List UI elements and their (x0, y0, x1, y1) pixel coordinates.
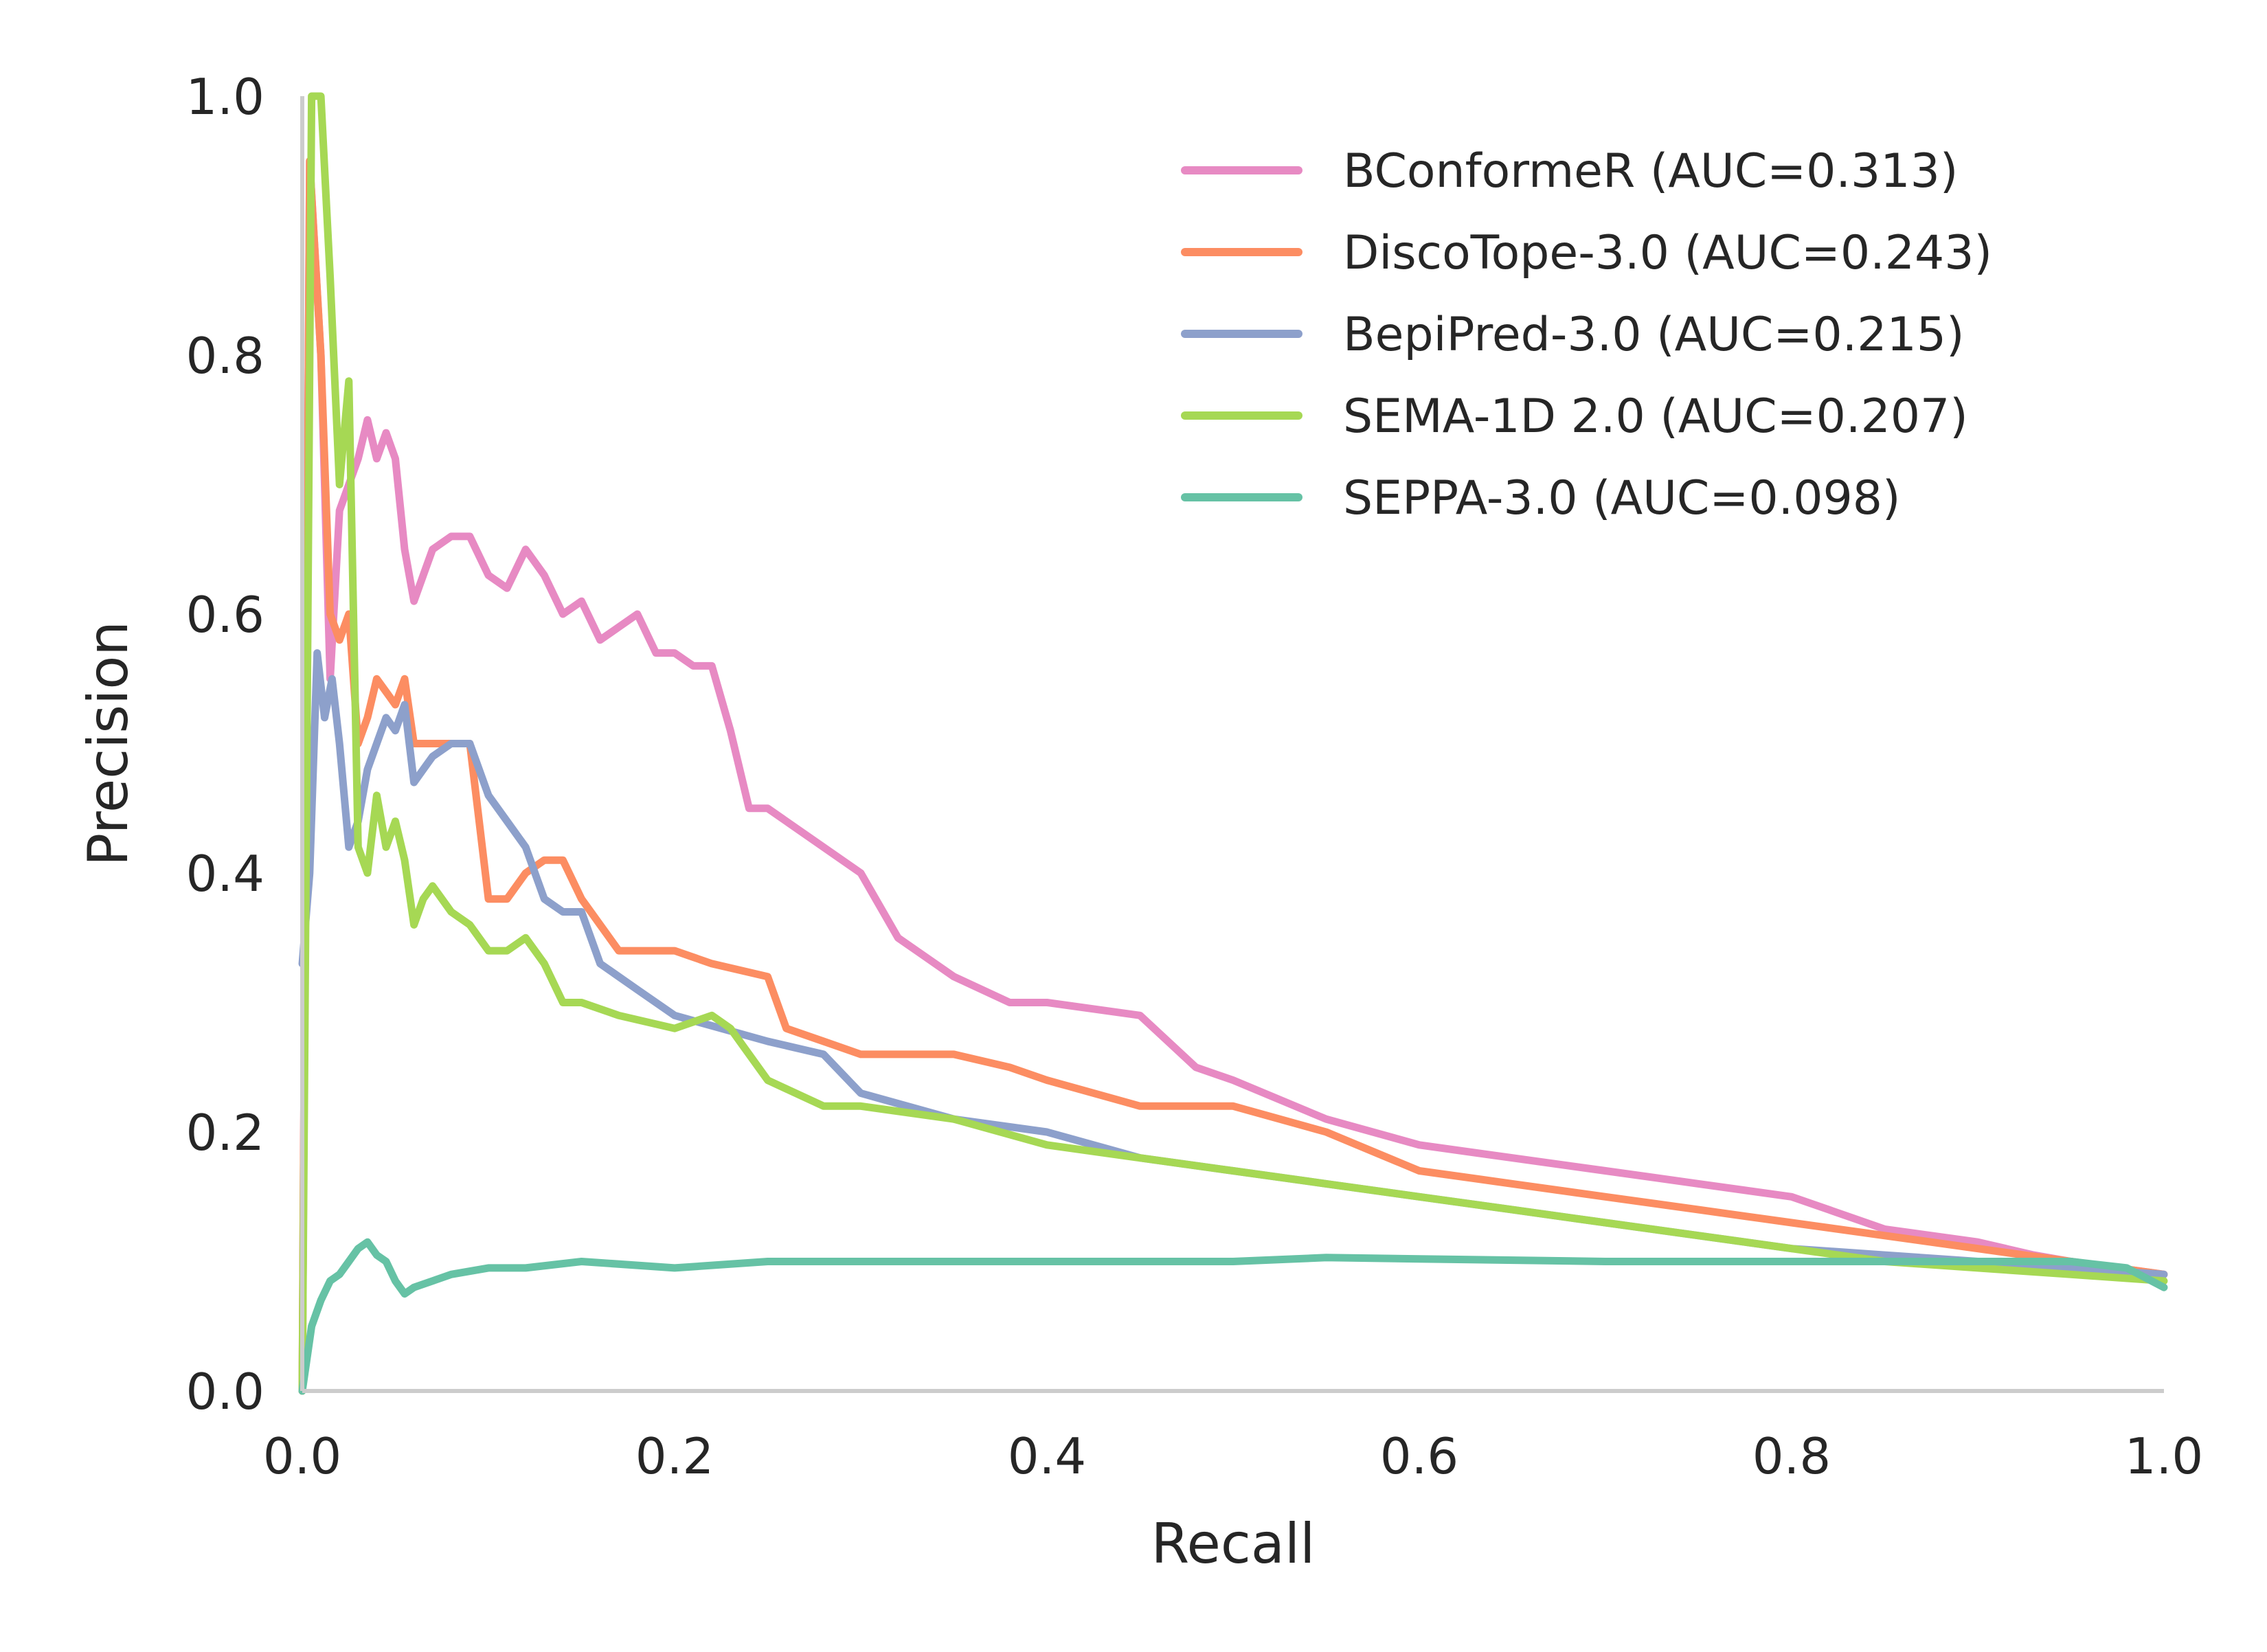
legend-label: BConformeR (AUC=0.313) (1343, 144, 1958, 199)
y-tick-label: 1.0 (185, 68, 264, 126)
x-tick-label: 0.4 (1008, 1427, 1087, 1485)
legend-label: SEPPA-3.0 (AUC=0.098) (1343, 471, 1901, 525)
y-tick-label: 0.6 (185, 586, 264, 644)
x-tick-label: 0.0 (263, 1427, 342, 1485)
x-tick-label: 0.8 (1752, 1427, 1831, 1485)
x-tick-label: 1.0 (2125, 1427, 2204, 1485)
x-tick-labels: 0.0 0.2 0.4 0.6 0.8 1.0 (263, 1427, 2204, 1485)
legend: BConformeR (AUC=0.313) DiscoTope-3.0 (AUC… (1181, 144, 1992, 525)
x-tick-label: 0.2 (635, 1427, 714, 1485)
legend-label: DiscoTope-3.0 (AUC=0.243) (1343, 226, 1992, 280)
series-layer (298, 92, 2168, 1395)
y-tick-label: 0.0 (185, 1363, 264, 1421)
y-tick-label: 0.4 (185, 845, 264, 903)
series-line-2 (298, 157, 2168, 1395)
legend-label: BepiPred-3.0 (AUC=0.215) (1343, 308, 1965, 362)
y-tick-labels: 0.0 0.2 0.4 0.6 0.8 1.0 (185, 68, 264, 1421)
y-tick-label: 0.2 (185, 1104, 264, 1162)
y-tick-label: 0.8 (185, 327, 264, 385)
x-axis-label: Recall (1151, 1512, 1316, 1576)
series-line-4 (298, 92, 2168, 1395)
y-axis-label: Precision (76, 621, 140, 866)
x-tick-label: 0.6 (1380, 1427, 1459, 1485)
legend-label: SEMA-1D 2.0 (AUC=0.207) (1343, 389, 1968, 444)
series-line-1 (298, 157, 2168, 1395)
series-line-5 (298, 1238, 2168, 1395)
